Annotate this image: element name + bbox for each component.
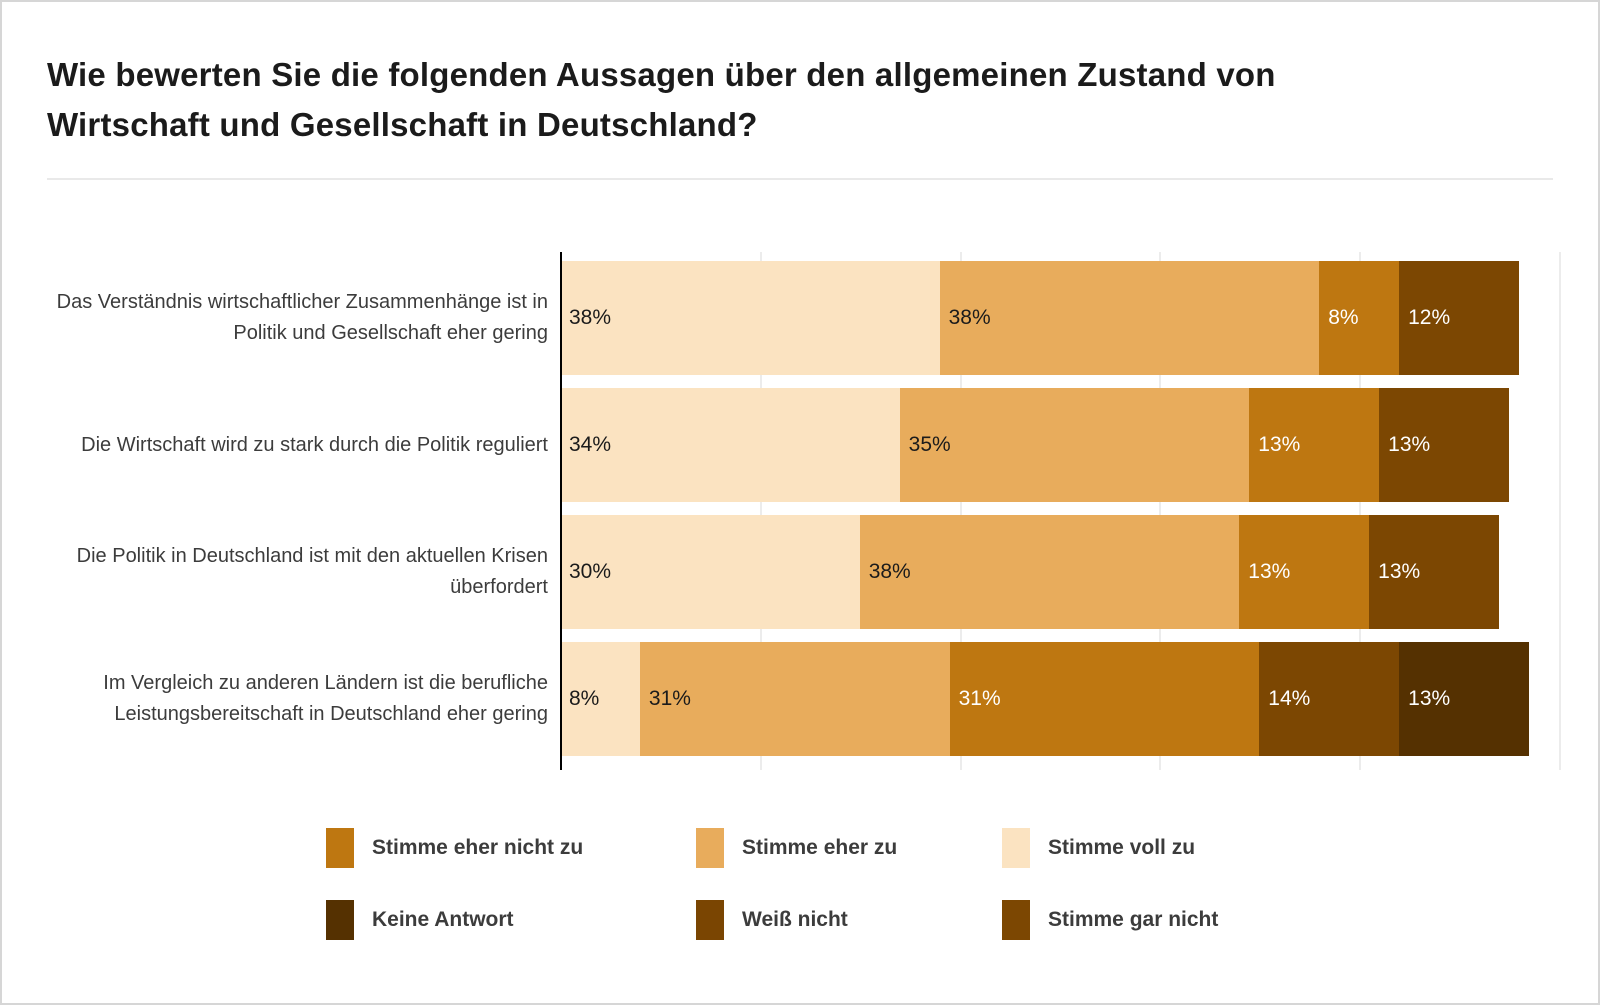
chart-title: Wie bewerten Sie die folgenden Aussagen … [47,56,1276,143]
bar-segment-stimme_eher_zu: 38% [859,515,1240,629]
category-label: Die Politik in Deutschland ist mit den a… [76,545,548,598]
title-divider [47,178,1553,180]
bar-segment-stimme_voll_zu: 8% [560,642,640,756]
legend-swatch-keine_antwort [326,900,354,940]
category-label: Die Wirtschaft wird zu stark durch die P… [81,433,548,456]
bar-segment-stimme_gar_nicht: 12% [1399,261,1519,375]
bar-segment-stimme_eher_zu: 38% [939,261,1320,375]
segment-value-label: 13% [1248,560,1291,583]
bar-segment-stimme_gar_nicht: 13% [1379,388,1510,502]
stacked-bar: 34% 35% 13% 13% [560,388,1559,502]
bar-segment-stimme_voll_zu: 34% [560,388,900,502]
legend-swatch-stimme_eher_zu [696,828,724,868]
segment-value-label: 35% [908,433,951,456]
legend-item: Keine Antwort [326,900,696,940]
bar-segment-stimme_eher_zu: 31% [639,642,950,756]
gridline-80pct [1359,252,1362,770]
gridline-40pct [959,252,962,770]
chart-legend: Stimme eher nicht zu Stimme eher zu Stimme… [326,828,1218,940]
legend-label: Keine Antwort [372,908,514,931]
chart-row: Die Politik in Deutschland ist mit den a… [47,515,1559,629]
segment-value-label: 38% [868,560,911,583]
bar-segment-stimme_voll_zu: 38% [560,261,940,375]
segment-value-label: 13% [1408,687,1451,710]
chart-row: Die Wirtschaft wird zu stark durch die P… [47,388,1559,502]
gridline-20pct [759,252,762,770]
legend-label: Stimme eher nicht zu [372,836,584,859]
legend-swatch-weiss_nicht [696,900,724,940]
segment-value-label: 14% [1268,687,1311,710]
bar-segment-stimme_eher_zu: 35% [899,388,1250,502]
legend-item: Stimme voll zu [1002,828,1218,868]
legend-label: Stimme gar nicht [1048,908,1219,931]
segment-value-label: 38% [948,306,991,329]
bar-segment-stimme_eher_nicht_zu: 13% [1239,515,1370,629]
segment-value-label: 8% [569,687,600,710]
bar-segment-stimme_gar_nicht: 13% [1369,515,1500,629]
segment-value-label: 31% [648,687,691,710]
stacked-bar: 30% 38% 13% 13% [560,515,1559,629]
segment-value-label: 38% [569,306,612,329]
stacked-bar: 8% 31% 31% 14% 13% [560,642,1559,756]
segment-value-label: 30% [569,560,612,583]
category-label: Das Verständnis wirtschaftlicher Zusamme… [56,291,548,344]
legend-item: Stimme gar nicht [1002,900,1218,940]
legend-label: Stimme voll zu [1048,836,1196,859]
legend-swatch-stimme_gar_nicht [1002,900,1030,940]
legend-swatch-stimme_eher_nicht_zu [326,828,354,868]
legend-item: Stimme eher nicht zu [326,828,696,868]
bar-segment-keine_antwort: 13% [1399,642,1529,756]
chart-row: Im Vergleich zu anderen Ländern ist die … [47,642,1559,756]
segment-value-label: 13% [1388,433,1431,456]
plot-rows: Das Verständnis wirtschaftlicher Zusamme… [47,261,1559,756]
bar-segment-stimme_eher_nicht_zu: 13% [1249,388,1380,502]
legend-item: Weiß nicht [696,900,1002,940]
segment-value-label: 13% [1258,433,1301,456]
segment-value-label: 8% [1328,306,1359,329]
legend-label: Weiß nicht [742,908,848,931]
gridline-100pct [1559,252,1561,770]
legend-swatch-stimme_voll_zu [1002,828,1030,868]
gridline-60pct [1159,252,1162,770]
legend-label: Stimme eher zu [742,836,898,859]
bar-segment-stimme_voll_zu: 30% [560,515,860,629]
legend-item: Stimme eher zu [696,828,1002,868]
segment-value-label: 12% [1408,306,1451,329]
bar-segment-stimme_eher_nicht_zu: 31% [949,642,1260,756]
stacked-bar-chart: Das Verständnis wirtschaftlicher Zusamme… [47,252,1561,770]
segment-value-label: 34% [569,433,612,456]
category-label: Im Vergleich zu anderen Ländern ist die … [103,672,548,725]
segment-value-label: 13% [1378,560,1421,583]
y-axis-line [560,252,562,770]
bar-segment-stimme_gar_nicht: 14% [1259,642,1400,756]
gridline-layer [560,252,1561,770]
bar-segment-stimme_eher_nicht_zu: 8% [1319,261,1400,375]
chart-row: Das Verständnis wirtschaftlicher Zusamme… [47,261,1559,375]
segment-value-label: 31% [958,687,1001,710]
stacked-bar: 38% 38% 8% 12% [560,261,1559,375]
